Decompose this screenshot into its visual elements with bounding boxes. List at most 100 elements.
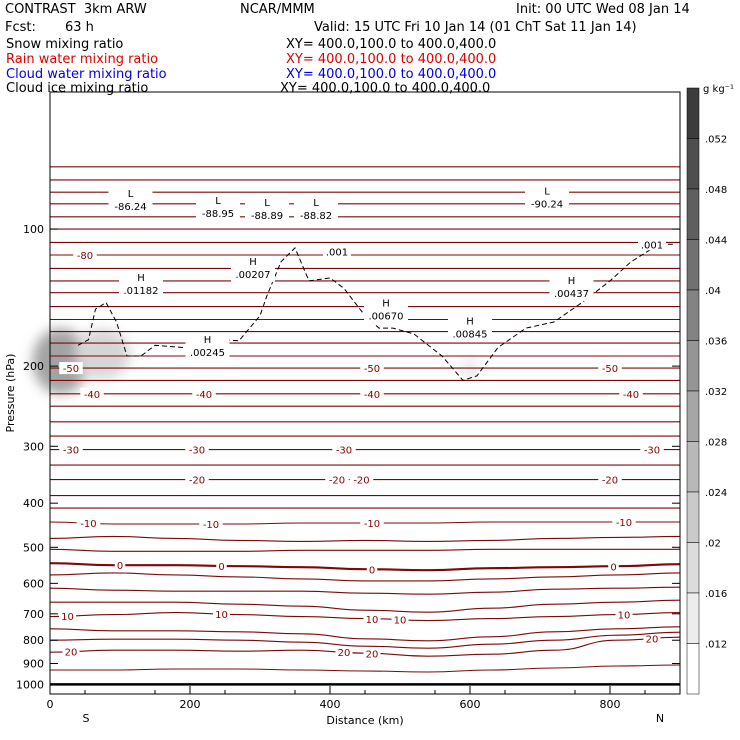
isotherm-label-12-1: -10 bbox=[203, 520, 219, 531]
isotherm-label-bg-9-1 bbox=[216, 559, 227, 572]
y-axis-label: Pressure (hPa) bbox=[4, 354, 17, 433]
extremum-value-6: .00207 bbox=[236, 270, 271, 281]
isotherm-label-bg-21-1 bbox=[192, 387, 216, 400]
isotherm-label-bg-12-2 bbox=[360, 517, 384, 530]
isotherm-label-bg-17-3 bbox=[640, 443, 664, 456]
extremum-bg-1 bbox=[196, 194, 240, 221]
isotherm-1 bbox=[50, 664, 681, 673]
colorbar-tick-1: .048 bbox=[705, 185, 727, 196]
colorbar-tick-0: .052 bbox=[705, 135, 727, 146]
isotherm-label-bg-17-0 bbox=[59, 443, 83, 456]
legend-snow-name: Snow mixing ratio bbox=[6, 37, 124, 52]
isotherm-label-9-0: 0 bbox=[117, 561, 123, 572]
y-tick-label-9: 1000 bbox=[16, 678, 44, 691]
isotherm-label-2-2: 20 bbox=[366, 650, 379, 661]
isotherm-label-23-0: -50 bbox=[63, 364, 79, 375]
isotherm-label-bg-15-1 bbox=[325, 473, 349, 486]
extremum-bg-3 bbox=[294, 197, 338, 224]
isotherm-label-9-1: 0 bbox=[218, 562, 224, 573]
extremum-letter-7: H bbox=[204, 335, 212, 346]
extremum-bg-5 bbox=[119, 271, 163, 298]
isotherm-label-12-0: -10 bbox=[80, 519, 96, 530]
isotherm-label-bg-17-1 bbox=[185, 443, 209, 456]
extremum-value-5: .01182 bbox=[124, 286, 159, 297]
legend-rain-name: Rain water mixing ratio bbox=[6, 52, 159, 67]
extremum-value-8: .00670 bbox=[369, 312, 404, 323]
extremum-letter-1: L bbox=[215, 196, 221, 207]
isotherm-label-bg-9-2 bbox=[366, 563, 378, 576]
isotherm-label-15-0: -20 bbox=[189, 476, 205, 487]
colorbar-segment-6 bbox=[686, 390, 700, 442]
isotherm-label-bg-32-0 bbox=[73, 248, 97, 261]
extremum-value-2: -88.89 bbox=[251, 211, 283, 222]
colorbar-tick-7: .024 bbox=[705, 488, 727, 499]
extremum-bg-0 bbox=[108, 187, 153, 214]
isotherm-9 bbox=[49, 562, 681, 572]
isotherm-label-5-4: 10 bbox=[618, 610, 631, 621]
y-tick-label-8: 900 bbox=[23, 658, 44, 671]
y-tick-label-3: 400 bbox=[23, 497, 44, 510]
isotherm-label-5-0: 10 bbox=[61, 612, 74, 623]
isotherm-label-bg-15-0 bbox=[185, 473, 209, 486]
ice-contour-label-0: .001 bbox=[326, 247, 348, 258]
x-tick-label-0: 0 bbox=[47, 698, 54, 711]
colorbar-segment-5 bbox=[686, 340, 700, 392]
isotherm-label-bg-12-1 bbox=[199, 518, 223, 531]
colorbar-segment-11 bbox=[686, 643, 700, 695]
isotherm-10 bbox=[49, 548, 680, 552]
valid-time: Valid: 15 UTC Fri 10 Jan 14 (01 ChT Sat … bbox=[314, 20, 637, 35]
y-tick-label-4: 500 bbox=[23, 541, 44, 554]
colorbar-segment-1 bbox=[686, 138, 700, 190]
extremum-value-4: -90.24 bbox=[531, 200, 563, 211]
north-label: N bbox=[656, 712, 664, 725]
isotherm-label-bg-9-3 bbox=[608, 560, 619, 573]
mixing-ratio-shading bbox=[32, 328, 477, 394]
extrema-markers: L -86.24 L -88.95 L -88.89 L -88.82 L -90.24 H .011… bbox=[108, 185, 594, 361]
x-tick-label-1: 200 bbox=[180, 698, 201, 711]
isotherm-label-bg-2-2 bbox=[363, 647, 381, 660]
isotherm-label-5-1: 10 bbox=[215, 610, 228, 621]
isotherm-label-17-1: -30 bbox=[189, 446, 205, 457]
x-axis-label: Distance (km) bbox=[326, 714, 403, 727]
extremum-bg-10 bbox=[549, 274, 594, 301]
extremum-value-0: -86.24 bbox=[114, 202, 146, 213]
extremum-letter-6: H bbox=[249, 257, 257, 268]
legend-cloudwater-name: Cloud water mixing ratio bbox=[6, 67, 167, 82]
colorbar-segment-9 bbox=[686, 542, 700, 594]
model-title: CONTRAST 3km ARW bbox=[5, 2, 147, 17]
shading-blob-2 bbox=[463, 357, 477, 381]
colorbar-tick-8: .02 bbox=[705, 539, 721, 550]
isotherm-label-2-3: 20 bbox=[646, 635, 659, 646]
isotherm-label-bg-17-2 bbox=[332, 443, 356, 456]
colorbar-segment-3 bbox=[686, 239, 700, 291]
colorbar-tick-6: .028 bbox=[705, 438, 727, 449]
south-label: S bbox=[83, 712, 90, 725]
colorbar-segment-4 bbox=[686, 289, 700, 341]
y-tick-label-5: 600 bbox=[23, 577, 44, 590]
isotherm-label-21-1: -40 bbox=[196, 390, 212, 401]
extremum-letter-3: L bbox=[313, 198, 319, 209]
colorbar-tick-10: .012 bbox=[705, 640, 727, 651]
org-label: NCAR/MMM bbox=[240, 2, 315, 17]
extremum-bg-7 bbox=[185, 334, 230, 361]
extremum-letter-2: L bbox=[264, 198, 270, 209]
isotherm-label-bg-9-0 bbox=[114, 559, 126, 572]
shading-blob-0 bbox=[32, 328, 89, 394]
isotherm-label-17-2: -30 bbox=[336, 446, 352, 457]
extremum-value-9: .00845 bbox=[453, 329, 488, 340]
isotherm-label-bg-21-0 bbox=[80, 387, 104, 400]
isotherm-label-bg-12-3 bbox=[612, 516, 636, 529]
isotherm-label-bg-2-1 bbox=[335, 646, 353, 659]
colorbar-units: g kg⁻¹ bbox=[703, 84, 734, 95]
extremum-letter-10: H bbox=[568, 276, 576, 287]
legend-snow-xy: XY= 400.0,100.0 to 400.0,400.0 bbox=[286, 37, 497, 52]
isotherm-label-21-2: -40 bbox=[364, 390, 380, 401]
init-time: Init: 00 UTC Wed 08 Jan 14 bbox=[516, 2, 690, 17]
y-tick-label-2: 300 bbox=[23, 440, 44, 453]
extremum-bg-2 bbox=[245, 197, 289, 224]
isotherm-label-bg-5-0 bbox=[59, 610, 76, 623]
isotherm-label-2-0: 20 bbox=[65, 648, 78, 659]
isotherm-label-bg-15-3 bbox=[598, 473, 622, 486]
isotherm-label-5-2: 10 bbox=[366, 615, 379, 626]
